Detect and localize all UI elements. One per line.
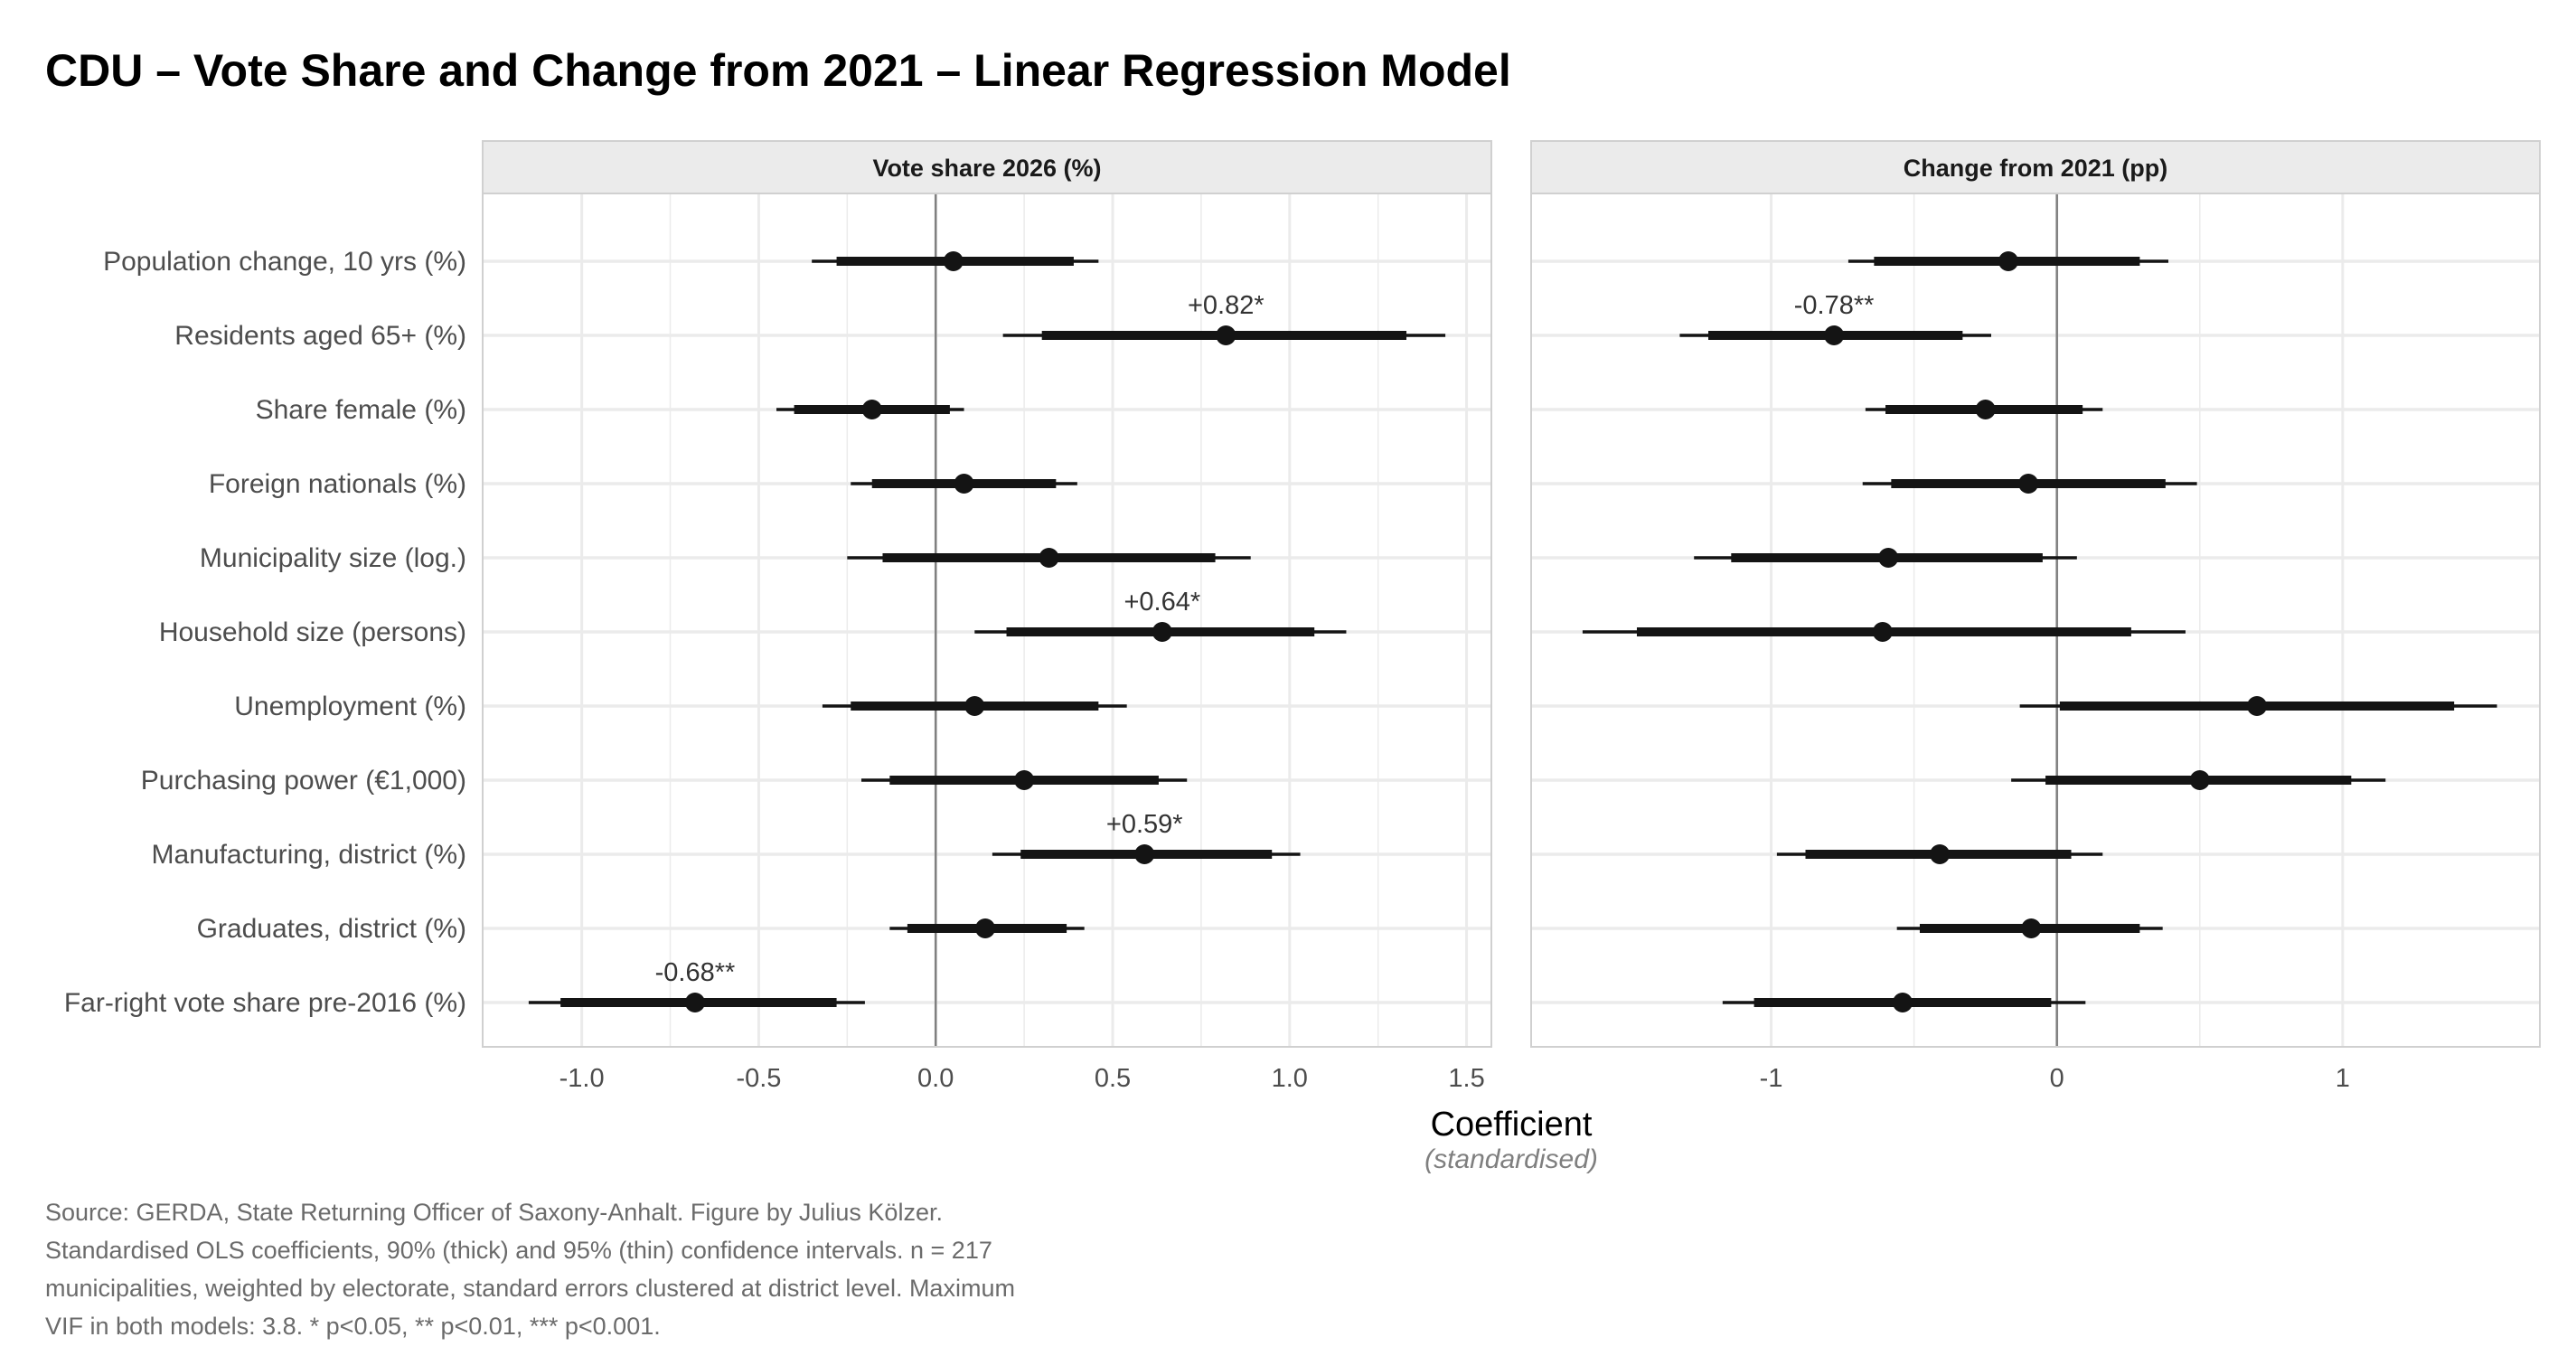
chart-caption: Source: GERDA, State Returning Officer o…	[45, 1199, 1015, 1340]
panels: Vote share 2026 (%) -1.0 -0.5 0.0 0.5 1.0 1.5 +…	[482, 140, 2541, 1093]
y-axis-labels: Population change, 10 yrs (%) Residents a…	[64, 247, 466, 1018]
coefficient-point	[1014, 770, 1035, 790]
significance-label: -0.68**	[655, 958, 736, 987]
coefficient-point	[1878, 548, 1899, 568]
x-tick-label: 0.5	[1095, 1064, 1131, 1093]
significance-label: -0.78**	[1794, 291, 1875, 320]
panel-border	[482, 193, 1492, 1048]
coefficient-point	[2189, 770, 2210, 790]
y-tick-label: Household size (persons)	[159, 617, 466, 647]
coefficient-point	[1998, 251, 2018, 271]
coefficient-point	[1039, 548, 1059, 568]
y-tick-label: Population change, 10 yrs (%)	[103, 247, 466, 277]
y-tick-label: Residents aged 65+ (%)	[174, 321, 466, 351]
x-tick-label: 0.0	[917, 1064, 954, 1093]
x-tick-label: 1.0	[1272, 1064, 1308, 1093]
coefficient-point	[2021, 918, 2042, 938]
x-axis-title: Coefficient	[1431, 1106, 1593, 1144]
panel-title: Vote share 2026 (%)	[872, 155, 1101, 182]
chart-title: CDU – Vote Share and Change from 2021 – …	[45, 45, 1511, 96]
coefficient-point	[1824, 325, 1845, 345]
x-tick-label: -1.0	[559, 1064, 605, 1093]
y-tick-label: Share female (%)	[256, 395, 466, 425]
x-tick-label: 1.5	[1448, 1064, 1484, 1093]
x-tick-label: -0.5	[736, 1064, 781, 1093]
coefficient-point	[2018, 474, 2039, 494]
coefficient-point	[975, 918, 996, 938]
coefficient-point	[1216, 325, 1236, 345]
panel-strip	[482, 140, 1492, 194]
x-tick-label: 0	[2050, 1064, 2064, 1093]
y-tick-label: Purchasing power (€1,000)	[141, 766, 466, 796]
y-tick-label: Graduates, district (%)	[197, 914, 466, 944]
panel-strip	[1530, 140, 2541, 194]
coefficient-point	[1872, 622, 1893, 642]
x-axis-subtitle: (standardised)	[1424, 1144, 1598, 1174]
coefficient-point	[684, 993, 705, 1012]
y-tick-label: Municipality size (log.)	[200, 543, 466, 573]
coefficient-point	[861, 400, 882, 419]
significance-label: +0.82*	[1188, 291, 1264, 320]
panel-border	[1530, 193, 2541, 1048]
y-tick-label: Unemployment (%)	[234, 692, 466, 721]
coefficient-point	[1152, 622, 1172, 642]
coefficient-point	[954, 474, 974, 494]
panel-1: Vote share 2026 (%) -1.0 -0.5 0.0 0.5 1.0 1.5 +…	[482, 140, 1492, 1093]
significance-label: +0.59*	[1106, 810, 1183, 839]
coefficient-point	[1930, 844, 1951, 864]
coefficient-point	[1134, 844, 1155, 864]
coefficient-point	[1892, 993, 1913, 1012]
coefficient-point	[964, 696, 985, 716]
panel-title: Change from 2021 (pp)	[1904, 155, 2168, 182]
coefficient-point	[1975, 400, 1996, 419]
x-tick-label: -1	[1760, 1064, 1783, 1093]
y-tick-label: Foreign nationals (%)	[209, 469, 466, 499]
significance-label: +0.64*	[1123, 588, 1200, 617]
coefficient-point	[943, 251, 964, 271]
panel-background	[1531, 193, 2540, 1047]
panel-2: Change from 2021 (pp) -1 0 1 -0.78**	[1530, 140, 2541, 1093]
y-tick-label: Manufacturing, district (%)	[152, 840, 466, 870]
x-tick-label: 1	[2336, 1064, 2350, 1093]
coefficient-point	[2247, 696, 2268, 716]
y-tick-label: Far-right vote share pre-2016 (%)	[64, 988, 466, 1018]
